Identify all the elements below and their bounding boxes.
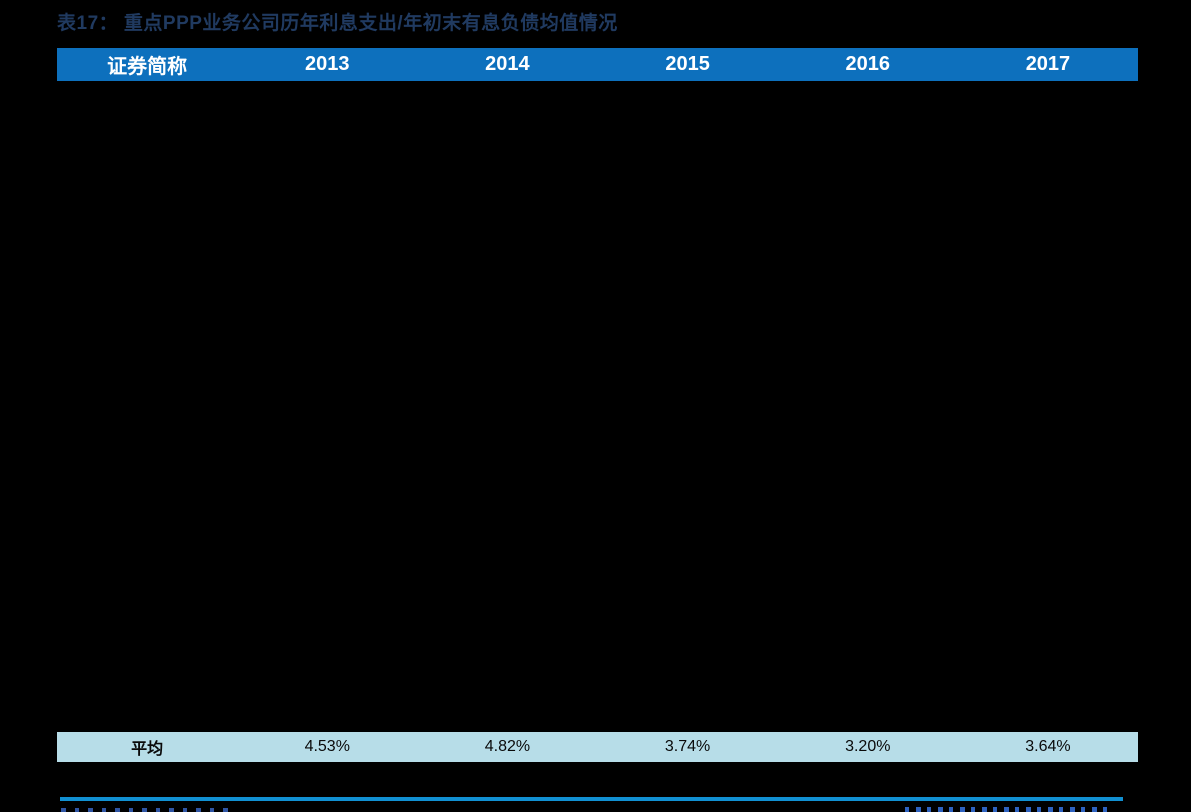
average-value-2015: 3.74% — [664, 738, 711, 755]
average-value-2017: 3.64% — [1025, 738, 1071, 755]
bottom-divider-rule — [60, 797, 1123, 801]
header-cell-2013: 2013 — [305, 53, 350, 75]
table-title: 表17： 重点PPP业务公司历年利息支出/年初末有息负债均值情况 — [57, 13, 618, 34]
table-average-row: 平均 4.53% 4.82% 3.74% 3.20% 3.64% — [57, 732, 1138, 762]
header-cell-2014: 2014 — [485, 53, 530, 75]
table-header-row: 证券简称 2013 2014 2015 2016 2017 — [57, 48, 1138, 81]
average-row-label: 平均 — [131, 741, 164, 758]
clipped-source-text-fragment-left — [61, 808, 229, 812]
header-cell-2015: 2015 — [665, 53, 710, 75]
header-cell-2016: 2016 — [845, 53, 891, 75]
table-body-redacted-region — [57, 81, 1138, 732]
average-value-2013: 4.53% — [304, 738, 350, 755]
header-cell-security-name: 证券简称 — [107, 56, 188, 78]
clipped-source-text-fragment-right — [905, 807, 1110, 812]
average-value-2016: 3.20% — [845, 738, 891, 755]
header-cell-2017: 2017 — [1025, 53, 1071, 75]
average-value-2014: 4.82% — [484, 738, 531, 755]
